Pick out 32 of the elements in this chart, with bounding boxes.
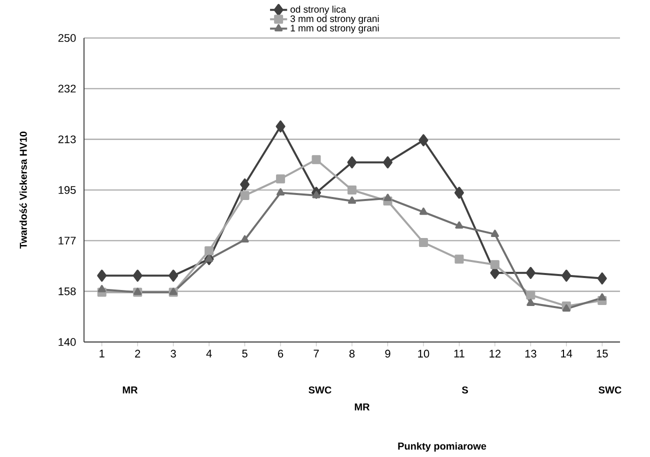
x-tick-label: 12 bbox=[490, 350, 500, 358]
x-tick-label: 8 bbox=[349, 350, 355, 358]
y-tick-label: 195 bbox=[58, 186, 76, 194]
legend-label: 1 mm od strony grani bbox=[290, 24, 379, 34]
legend-label: od strony lica bbox=[290, 6, 346, 15]
legend-label: 3 mm od strony grani bbox=[290, 15, 379, 24]
text: Punkty pomiarowe bbox=[398, 442, 486, 452]
x-tick-label: 14 bbox=[561, 350, 572, 358]
x-tick-label: 15 bbox=[596, 350, 608, 358]
x-tick-label: 11 bbox=[454, 350, 464, 358]
y-tick-label: 177 bbox=[58, 236, 76, 244]
y-tick-label: 250 bbox=[58, 34, 76, 42]
y-tick-label: 158 bbox=[58, 287, 76, 296]
text: MR bbox=[354, 404, 370, 410]
x-tick-label: 5 bbox=[242, 350, 248, 358]
x-tick-label: 10 bbox=[418, 350, 430, 358]
x-tick-label: 2 bbox=[135, 350, 140, 358]
text: SWC bbox=[308, 386, 332, 394]
x-tick-label: 6 bbox=[278, 350, 284, 358]
text: S bbox=[462, 386, 468, 394]
x-tick-label: 4 bbox=[206, 350, 212, 358]
y-tick-label: 232 bbox=[58, 84, 76, 93]
y-tick-label: 140 bbox=[58, 338, 76, 346]
x-tick-label: 1 bbox=[100, 350, 104, 358]
x-tick-label: 3 bbox=[170, 350, 176, 358]
y-tick-label: 213 bbox=[58, 135, 76, 144]
x-tick-label: 13 bbox=[525, 350, 536, 358]
x-tick-label: 9 bbox=[385, 350, 390, 358]
text: SWC bbox=[598, 386, 622, 394]
y-axis-title: Twardość Vickersa HV10 bbox=[19, 132, 27, 249]
x-tick-label: 7 bbox=[314, 350, 319, 358]
text: MR bbox=[122, 386, 138, 394]
